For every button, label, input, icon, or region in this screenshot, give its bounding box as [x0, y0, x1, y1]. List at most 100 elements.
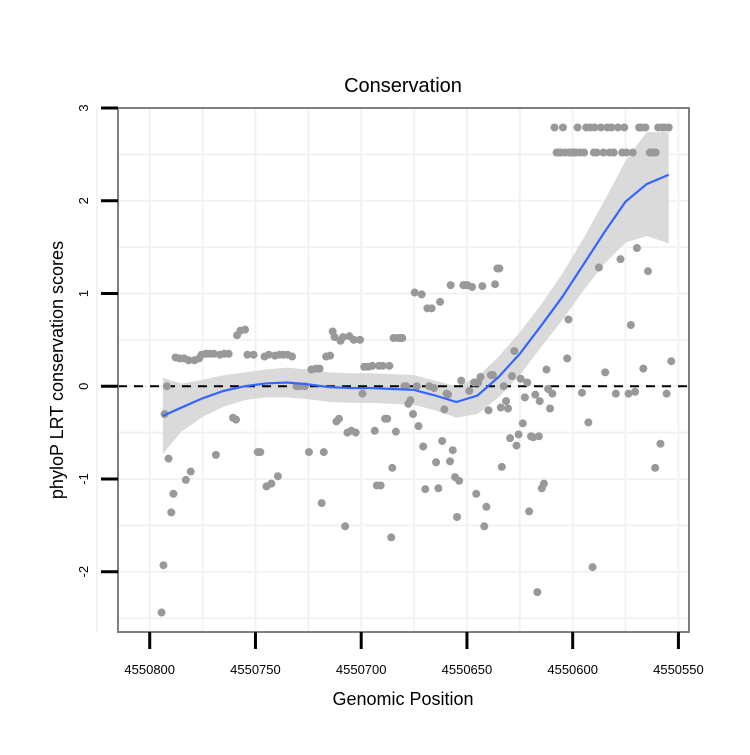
y-axis-ticks: -2 -1 0 1 2 3	[76, 104, 118, 577]
data-point	[339, 333, 348, 342]
data-point	[590, 123, 599, 132]
data-point	[577, 388, 586, 397]
data-point	[632, 244, 641, 253]
data-point	[534, 432, 543, 441]
data-point	[164, 454, 173, 463]
data-point	[472, 489, 481, 498]
data-point	[436, 297, 445, 306]
data-point	[186, 467, 195, 476]
data-point	[224, 349, 233, 358]
data-point	[507, 372, 516, 381]
data-point	[662, 389, 671, 398]
data-point	[639, 364, 648, 373]
data-point	[512, 441, 521, 450]
data-point	[358, 389, 367, 398]
data-point	[550, 123, 559, 132]
data-point	[334, 414, 343, 423]
data-point	[613, 123, 622, 132]
data-point	[514, 430, 523, 439]
data-point	[548, 389, 557, 398]
data-point	[385, 361, 394, 370]
data-point	[330, 333, 339, 342]
data-point	[438, 436, 447, 445]
data-point	[482, 502, 491, 511]
data-point	[368, 361, 377, 370]
data-point	[523, 378, 532, 387]
data-point	[243, 350, 252, 359]
data-point	[432, 458, 441, 467]
x-tick-label: 4550800	[124, 662, 175, 677]
y-tick-label: 3	[76, 104, 91, 111]
data-point	[421, 485, 430, 494]
data-point	[468, 282, 477, 291]
y-tick-label: -2	[76, 566, 91, 578]
data-point	[455, 476, 464, 485]
data-point	[398, 334, 407, 343]
data-point	[573, 123, 582, 132]
x-tick-label: 4550750	[230, 662, 281, 677]
data-point	[607, 123, 616, 132]
data-point	[520, 393, 529, 402]
data-point	[563, 354, 572, 363]
data-point	[667, 357, 676, 366]
data-points	[157, 123, 676, 617]
data-point	[546, 404, 555, 413]
data-point	[531, 390, 540, 399]
data-point	[412, 382, 421, 391]
data-point	[446, 281, 455, 290]
data-point	[355, 335, 364, 344]
data-point	[533, 588, 542, 597]
data-point	[616, 255, 625, 264]
data-point	[643, 267, 652, 276]
data-point	[249, 350, 258, 359]
data-point	[448, 446, 457, 455]
x-tick-label: 4550650	[442, 662, 493, 677]
confidence-band	[162, 132, 669, 454]
data-point	[651, 463, 660, 472]
data-point	[417, 290, 426, 299]
data-point	[525, 507, 534, 516]
data-point	[611, 389, 620, 398]
data-point	[453, 512, 462, 521]
y-tick-label: 2	[76, 197, 91, 204]
y-tick-label: 1	[76, 290, 91, 297]
data-point	[370, 426, 379, 435]
data-point	[181, 475, 190, 484]
x-axis-label: Genomic Position	[332, 689, 473, 709]
data-point	[656, 439, 665, 448]
data-point	[232, 415, 241, 424]
data-point	[410, 288, 419, 297]
data-point	[516, 374, 525, 383]
data-point	[535, 397, 544, 406]
data-point	[480, 522, 489, 531]
y-tick-label: 0	[76, 383, 91, 390]
data-point	[503, 404, 512, 413]
data-point	[446, 457, 455, 466]
data-point	[495, 264, 504, 273]
data-point	[478, 282, 487, 291]
data-point	[162, 382, 171, 391]
smooth-fit	[162, 173, 670, 417]
data-point	[402, 382, 411, 391]
data-point	[209, 349, 218, 358]
x-tick-label: 4550600	[547, 662, 598, 677]
x-axis-ticks: 4550800 4550750 4550700 4550650 4550600 45505…	[124, 632, 704, 677]
data-point	[273, 472, 282, 481]
data-point	[457, 376, 466, 385]
data-point	[641, 123, 650, 132]
data-point	[584, 418, 593, 427]
data-point	[476, 372, 485, 381]
data-point	[539, 479, 548, 488]
data-point	[502, 397, 511, 406]
data-point	[542, 365, 551, 374]
data-point	[159, 561, 168, 570]
data-point	[580, 148, 589, 157]
data-point	[626, 321, 635, 330]
data-point	[601, 368, 610, 377]
data-point	[169, 489, 178, 498]
data-point	[564, 315, 573, 324]
data-point	[326, 351, 335, 360]
data-point	[241, 325, 250, 334]
